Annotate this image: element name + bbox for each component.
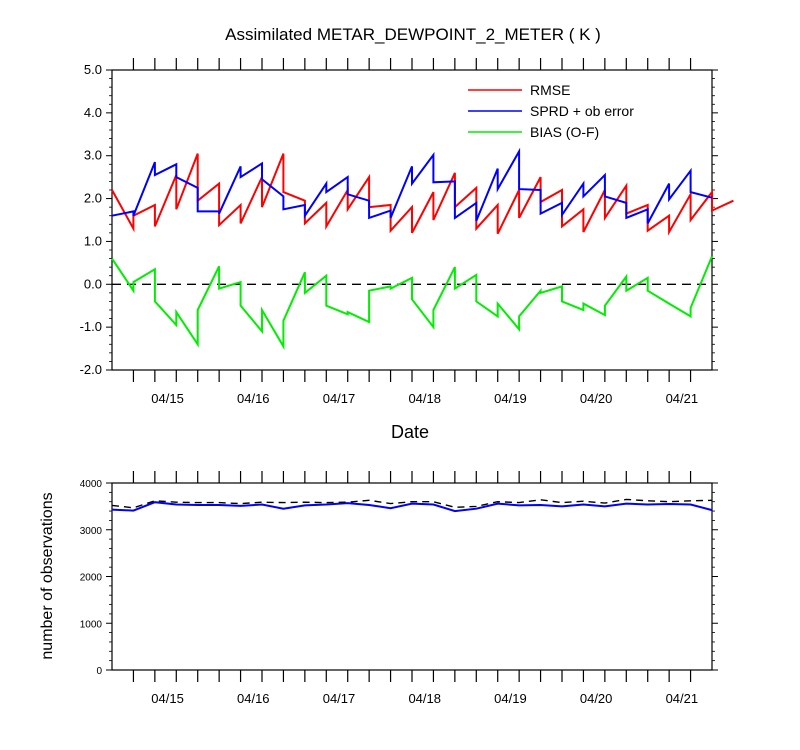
observations-line-1 <box>111 498 713 509</box>
top-y-tick-label: 2.0 <box>84 191 102 206</box>
top-x-tick-label: 04/15 <box>151 391 184 406</box>
bottom-y-tick-label: 0 <box>96 666 102 677</box>
bottom-x-tick-label: 04/20 <box>580 691 613 706</box>
top-x-tick-label: 04/21 <box>666 391 699 406</box>
legend: RMSE SPRD + ob error BIAS (O-F) <box>468 82 634 140</box>
top-y-tick-label: 0.0 <box>84 276 102 291</box>
series-line-1 <box>111 147 713 224</box>
top-y-tick-label: -1.0 <box>80 319 102 334</box>
top-x-tick-label: 04/16 <box>237 391 270 406</box>
bottom-x-tick-label: 04/18 <box>408 691 441 706</box>
bottom-x-tick-label: 04/21 <box>666 691 699 706</box>
top-x-tick-label: 04/17 <box>323 391 356 406</box>
bottom-x-tick-label: 04/16 <box>237 691 270 706</box>
top-x-tick-label: 04/20 <box>580 391 613 406</box>
bottom-y-tick-label: 1000 <box>80 619 103 630</box>
series-line-2 <box>111 256 713 351</box>
bottom-plot-frame <box>111 482 713 671</box>
observations-line-0 <box>111 501 713 513</box>
top-series-lines <box>111 147 734 351</box>
top-y-tick-label: 5.0 <box>84 62 102 77</box>
top-x-tick-label: 04/18 <box>408 391 441 406</box>
top-y-tick-label: -2.0 <box>80 362 102 377</box>
bottom-y-tick-label: 3000 <box>80 526 103 537</box>
series-line-0 <box>111 153 734 236</box>
legend-label-1: SPRD + ob error <box>530 103 634 119</box>
top-x-tick-label: 04/19 <box>494 391 527 406</box>
top-y-tick-label: 1.0 <box>84 233 102 248</box>
y-axis-label-observations: number of observations <box>39 492 56 659</box>
legend-label-2: BIAS (O-F) <box>530 124 599 140</box>
chart-title: Assimilated METAR_DEWPOINT_2_METER ( K ) <box>225 25 601 44</box>
top-y-tick-label: 4.0 <box>84 105 102 120</box>
x-axis-label: Date <box>391 422 429 442</box>
bottom-x-tick-label: 04/19 <box>494 691 527 706</box>
top-y-tick-label: 3.0 <box>84 148 102 163</box>
bottom-y-tick-label: 4000 <box>80 479 103 490</box>
bottom-y-tick-label: 2000 <box>80 573 103 584</box>
legend-label-0: RMSE <box>530 82 570 98</box>
bottom-x-tick-label: 04/17 <box>323 691 356 706</box>
bottom-x-tick-label: 04/15 <box>151 691 184 706</box>
bottom-series-lines <box>111 498 713 513</box>
bottom-chart-area: 0 1000 2000 3000 4000 04/15 04/16 04/17 04/18 04/… <box>80 471 718 706</box>
